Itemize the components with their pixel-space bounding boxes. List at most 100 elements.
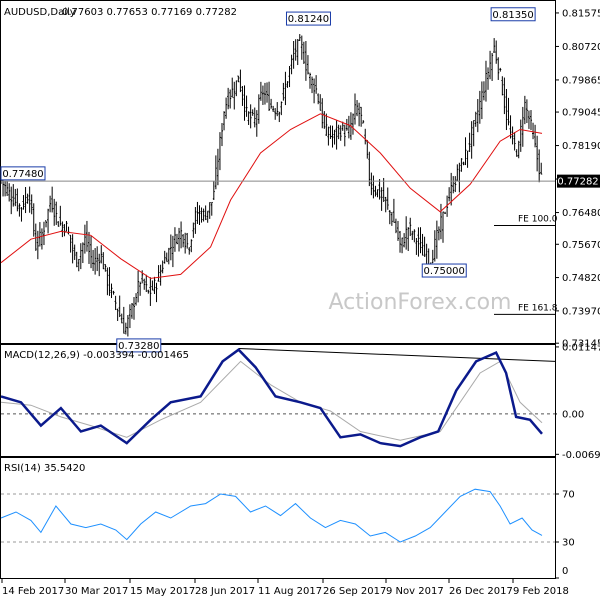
price-bar — [110, 283, 113, 299]
price-bar — [378, 179, 381, 200]
price-bar — [100, 245, 103, 264]
price-bar — [450, 172, 453, 206]
price-bar — [489, 50, 492, 80]
price-bar — [272, 105, 275, 113]
price-bar — [501, 76, 504, 96]
price-bar — [464, 137, 467, 166]
price-bar — [106, 267, 109, 296]
price-y-tick-label: 0.73970 — [562, 306, 600, 317]
price-bar — [495, 40, 498, 64]
annotation-label: 0.81240 — [285, 11, 331, 26]
price-bar — [137, 270, 140, 303]
price-bar — [116, 308, 119, 321]
price-bar — [6, 181, 9, 196]
macd-y-tick-label: 0.00 — [562, 409, 584, 420]
price-bar — [261, 85, 264, 105]
price-bar — [448, 187, 451, 202]
price-bar — [487, 67, 490, 90]
price-bar — [347, 115, 350, 139]
price-bar — [527, 110, 530, 129]
price-bar — [374, 185, 377, 197]
price-bar — [472, 120, 475, 147]
x-tick-label: 26 Sep 2017 — [323, 586, 386, 597]
moving-average-line — [0, 113, 543, 279]
price-bar — [16, 188, 19, 212]
price-bar — [368, 151, 371, 187]
price-bar — [292, 41, 295, 69]
price-bar — [165, 252, 168, 263]
price-bar — [26, 193, 29, 204]
macd-signal-line — [0, 360, 543, 441]
price-bar — [360, 106, 363, 127]
price-bar — [157, 265, 160, 282]
price-bar — [243, 85, 246, 121]
price-bar — [212, 181, 215, 200]
price-bar — [454, 176, 457, 193]
price-bar — [405, 216, 408, 250]
price-bar — [317, 93, 320, 105]
price-bar — [171, 235, 174, 268]
price-bar — [452, 176, 455, 194]
price-bar — [329, 125, 332, 139]
price-bar — [394, 218, 397, 234]
svg-text:0.77480: 0.77480 — [2, 169, 43, 180]
price-bar — [155, 282, 158, 303]
price-bar — [323, 111, 326, 129]
price-bar — [439, 203, 442, 240]
price-bar — [124, 322, 127, 335]
price-bar — [335, 120, 338, 150]
price-bar — [409, 217, 412, 237]
price-bar — [145, 274, 148, 292]
price-bar — [380, 187, 383, 211]
price-bar — [182, 234, 185, 248]
price-bar — [460, 158, 463, 172]
macd-trend-line — [238, 348, 556, 362]
price-bar — [263, 82, 266, 105]
x-tick-label: 9 Feb 2018 — [513, 586, 569, 597]
price-bar — [456, 164, 459, 182]
price-bar — [280, 101, 283, 116]
price-bar — [284, 71, 287, 106]
price-bar — [188, 247, 191, 255]
price-bar — [306, 55, 309, 75]
price-bar — [196, 201, 199, 224]
price-bar — [98, 253, 101, 277]
price-bar — [466, 150, 469, 168]
price-bar — [362, 120, 365, 124]
price-bar — [399, 230, 402, 253]
price-bar — [304, 41, 307, 81]
price-bar — [130, 302, 133, 319]
price-bar — [403, 233, 406, 248]
price-bar — [210, 201, 213, 216]
price-bar — [208, 202, 211, 219]
price-bar — [204, 205, 207, 221]
price-bar — [53, 198, 56, 226]
price-bar — [112, 290, 115, 295]
price-bar — [382, 177, 385, 202]
price-bar — [523, 95, 526, 125]
price-bar — [114, 295, 117, 311]
price-bar — [515, 149, 518, 157]
price-bar — [175, 233, 178, 245]
price-bar — [511, 126, 514, 145]
price-bar — [249, 104, 252, 129]
price-y-tick-label: 0.74820 — [562, 273, 600, 284]
price-bar — [392, 198, 395, 223]
price-bar — [468, 132, 471, 152]
price-bar — [540, 162, 543, 175]
price-bar — [159, 264, 162, 286]
price-bar — [214, 155, 217, 190]
price-bar — [167, 247, 170, 265]
price-bar — [241, 86, 244, 106]
price-bar — [474, 111, 477, 127]
price-bar — [390, 211, 393, 226]
price-bar — [57, 221, 60, 227]
price-bar — [497, 57, 500, 80]
watermark: ActionForex.com — [329, 290, 512, 315]
price-bar — [30, 194, 33, 215]
x-tick-label: 26 Dec 2017 — [449, 586, 513, 597]
price-bar — [192, 222, 195, 238]
price-bar — [206, 210, 209, 223]
fib-level-label: FE 161.8 — [518, 303, 558, 313]
price-bar — [411, 230, 414, 240]
